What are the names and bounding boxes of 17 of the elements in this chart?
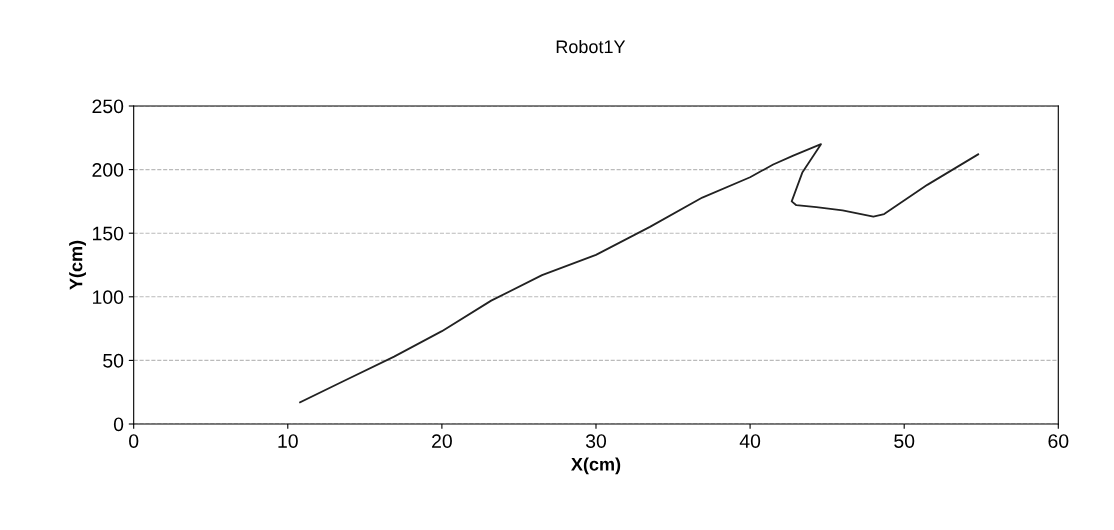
y-tick-label: 50 bbox=[103, 353, 124, 368]
x-tick-label: 50 bbox=[894, 434, 915, 448]
y-axis-title: Y(cm) bbox=[69, 240, 86, 290]
y-tick-label: 0 bbox=[113, 417, 124, 432]
x-tick-label: 60 bbox=[1048, 434, 1069, 448]
y-tick-label: 200 bbox=[92, 163, 124, 177]
x-axis-title: X(cm) bbox=[571, 457, 621, 475]
x-tick-label: 10 bbox=[278, 434, 298, 448]
x-tick-label: 0 bbox=[129, 434, 139, 448]
x-tick-label: 30 bbox=[585, 434, 607, 448]
x-tick-label: 20 bbox=[432, 434, 452, 448]
y-tick-label: 100 bbox=[93, 290, 124, 305]
y-tick-label: 150 bbox=[93, 226, 124, 241]
line-series bbox=[299, 143, 980, 404]
y-tick-label: 250 bbox=[92, 99, 124, 114]
x-tick-label: 40 bbox=[739, 434, 761, 448]
chart-title: Robot1Y bbox=[556, 39, 626, 54]
